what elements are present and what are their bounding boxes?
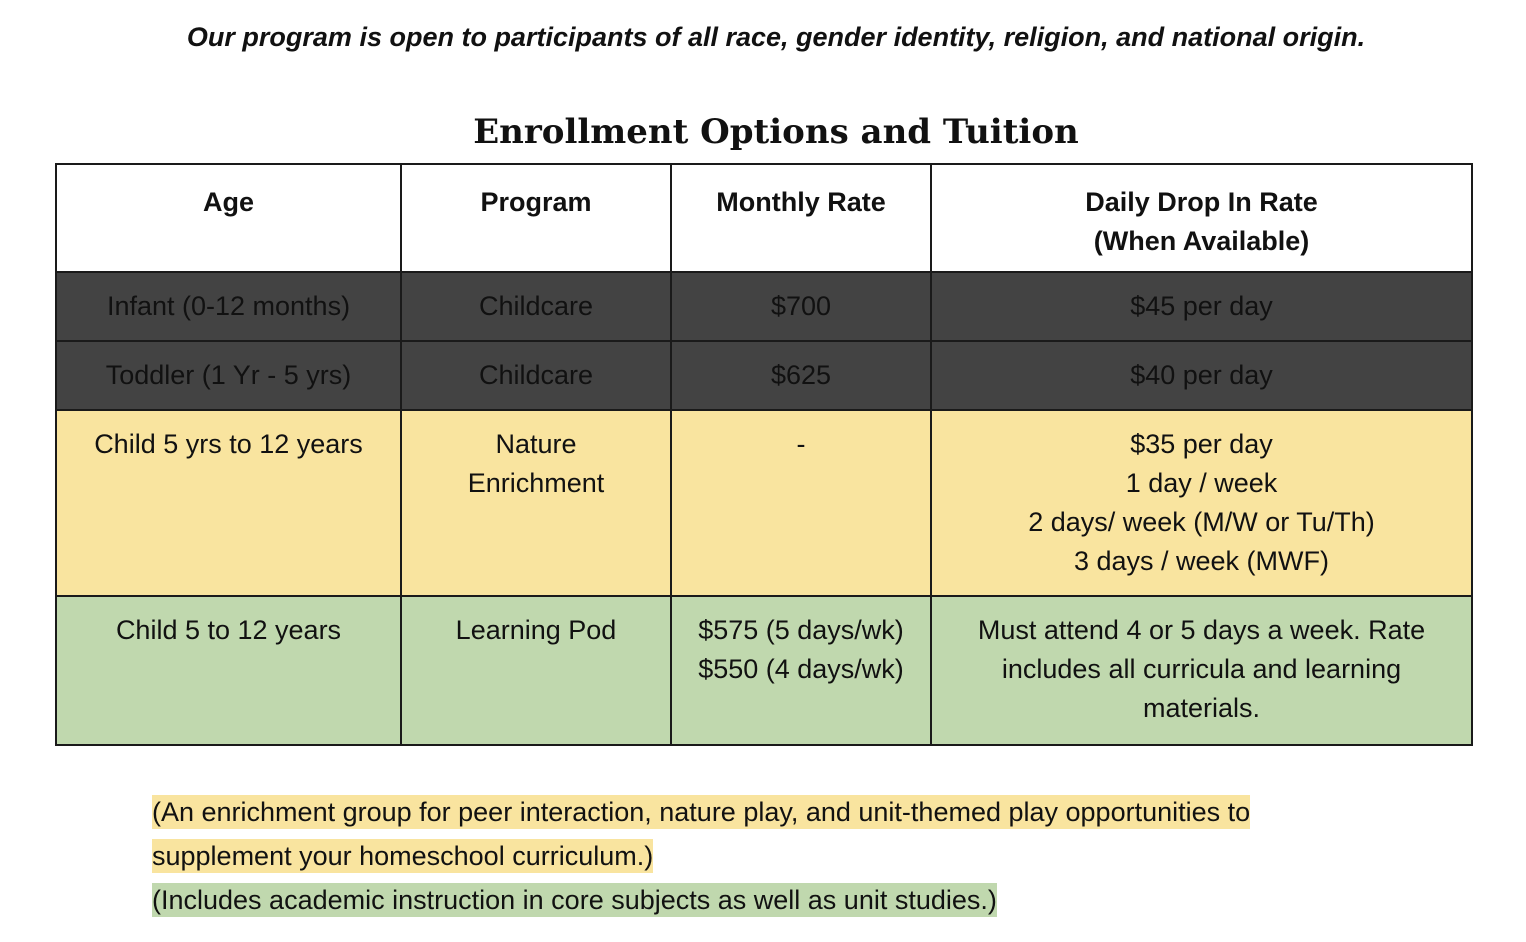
header-daily-drop-in-rate: Daily Drop In Rate (When Available)	[930, 163, 1473, 273]
cell-daily-rate: $45 per day	[930, 271, 1473, 342]
enrichment-note: (An enrichment group for peer interactio…	[152, 790, 1392, 878]
pod-note: (Includes academic instruction in core s…	[152, 878, 1392, 922]
footnotes: (An enrichment group for peer interactio…	[152, 790, 1392, 922]
table-row-toddler: Toddler (1 Yr - 5 yrs) Childcare $625 $4…	[55, 340, 1473, 411]
enrichment-note-text: (An enrichment group for peer interactio…	[152, 795, 1251, 873]
cell-daily-rate: $40 per day	[930, 340, 1473, 411]
cell-monthly-rate: $575 (5 days/wk) $550 (4 days/wk)	[670, 595, 932, 746]
inclusion-notice: Our program is open to participants of a…	[186, 22, 1366, 52]
cell-monthly-rate: $700	[670, 271, 932, 342]
cell-age: Toddler (1 Yr - 5 yrs)	[55, 340, 402, 411]
cell-age: Child 5 yrs to 12 years	[55, 409, 402, 597]
cell-program: Learning Pod	[400, 595, 672, 746]
cell-age: Infant (0-12 months)	[55, 271, 402, 342]
cell-program: Childcare	[400, 271, 672, 342]
header-program: Program	[400, 163, 672, 273]
tuition-table: Age Program Monthly Rate Daily Drop In R…	[55, 163, 1473, 746]
cell-monthly-rate: -	[670, 409, 932, 597]
table-row-nature-enrichment: Child 5 yrs to 12 years Nature Enrichmen…	[55, 409, 1473, 597]
table-header-row: Age Program Monthly Rate Daily Drop In R…	[55, 163, 1473, 273]
cell-daily-rate: $35 per day 1 day / week 2 days/ week (M…	[930, 409, 1473, 597]
cell-program: Childcare	[400, 340, 672, 411]
cell-monthly-rate: $625	[670, 340, 932, 411]
cell-daily-rate: Must attend 4 or 5 days a week. Rate inc…	[930, 595, 1473, 746]
table-title: Enrollment Options and Tuition	[473, 112, 1079, 152]
table-row-infant: Infant (0-12 months) Childcare $700 $45 …	[55, 271, 1473, 342]
header-age: Age	[55, 163, 402, 273]
pod-note-text: (Includes academic instruction in core s…	[152, 883, 997, 917]
cell-program: Nature Enrichment	[400, 409, 672, 597]
header-monthly-rate: Monthly Rate	[670, 163, 932, 273]
cell-age: Child 5 to 12 years	[55, 595, 402, 746]
table-row-learning-pod: Child 5 to 12 years Learning Pod $575 (5…	[55, 595, 1473, 746]
